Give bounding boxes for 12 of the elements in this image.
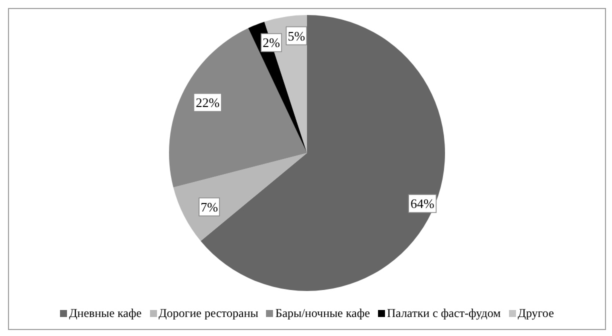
legend-label: Другое xyxy=(518,306,554,321)
legend-label: Дорогие рестораны xyxy=(158,306,258,321)
legend-label: Бары/ночные кафе xyxy=(275,306,370,321)
data-label: 5% xyxy=(288,28,306,44)
data-label: 7% xyxy=(200,199,218,214)
data-label: 22% xyxy=(196,94,220,110)
data-label: 2% xyxy=(262,35,280,50)
legend-label: Палатки с фаст-фудом xyxy=(386,306,501,321)
legend-label: Дневные кафе xyxy=(69,306,142,321)
data-label: 64% xyxy=(410,196,434,212)
pie-slice xyxy=(169,28,307,188)
pie-slice xyxy=(173,153,307,241)
